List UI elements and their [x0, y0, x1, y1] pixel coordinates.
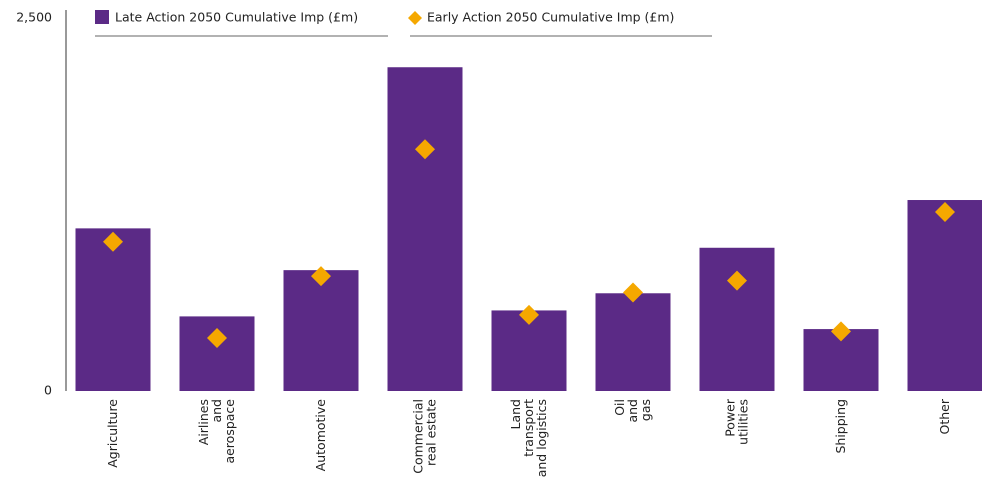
bar: [388, 67, 463, 391]
x-tick-label: Shipping: [833, 399, 848, 454]
x-tick-label-line: and logistics: [534, 399, 549, 477]
bar: [76, 228, 151, 391]
x-tick-label-line: Shipping: [833, 399, 848, 454]
y-tick-label: 2,500: [16, 10, 52, 25]
bar: [284, 270, 359, 391]
x-tick-label-line: utilities: [735, 399, 750, 445]
x-tick-label-line: Agriculture: [105, 399, 120, 468]
x-tick-label-line: Other: [937, 398, 952, 434]
x-tick-label-line: real estate: [423, 399, 438, 466]
x-tick-label-line: gas: [638, 399, 653, 421]
y-tick-label: 0: [44, 383, 52, 398]
legend-swatch: [408, 11, 422, 25]
x-tick-label-line: aerospace: [222, 399, 237, 464]
x-tick-label: Oilandgas: [612, 399, 653, 423]
legend-label: Late Action 2050 Cumulative Imp (£m): [115, 10, 358, 25]
x-tick-label: Landtransportand logistics: [508, 399, 549, 477]
bar: [908, 200, 982, 391]
x-tick-label-line: Automotive: [313, 399, 328, 472]
x-tick-label: Airlinesandaerospace: [196, 399, 237, 464]
legend-swatch: [95, 10, 109, 24]
x-tick-label: Automotive: [313, 399, 328, 472]
bar: [180, 316, 255, 391]
x-tick-label: Powerutilities: [722, 398, 750, 445]
x-tick-label: Commercialreal estate: [410, 399, 438, 474]
x-tick-label: Agriculture: [105, 399, 120, 468]
bar: [596, 293, 671, 391]
bar: [700, 248, 775, 391]
legend-label: Early Action 2050 Cumulative Imp (£m): [427, 10, 674, 25]
x-tick-label: Other: [937, 398, 952, 434]
